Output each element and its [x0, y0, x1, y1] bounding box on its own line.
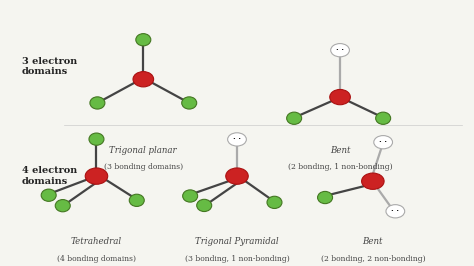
Ellipse shape — [226, 168, 248, 184]
Text: · ·: · · — [392, 208, 399, 214]
Ellipse shape — [136, 34, 151, 46]
Ellipse shape — [331, 44, 349, 57]
Text: (2 bonding, 1 non-bonding): (2 bonding, 1 non-bonding) — [288, 163, 392, 171]
Ellipse shape — [85, 168, 108, 184]
Ellipse shape — [133, 72, 154, 87]
Ellipse shape — [55, 200, 70, 212]
Ellipse shape — [89, 133, 104, 145]
Text: · ·: · · — [336, 47, 344, 53]
Ellipse shape — [182, 190, 198, 202]
Text: (4 bonding domains): (4 bonding domains) — [57, 255, 136, 263]
Text: (3 bonding domains): (3 bonding domains) — [104, 163, 183, 171]
Text: · ·: · · — [233, 136, 241, 142]
Ellipse shape — [129, 194, 144, 206]
Ellipse shape — [90, 97, 105, 109]
Text: 4 electron
domains: 4 electron domains — [21, 167, 77, 186]
Text: Bent: Bent — [330, 146, 350, 155]
Ellipse shape — [362, 173, 384, 189]
Ellipse shape — [267, 196, 282, 209]
Text: Trigonal Pyramidal: Trigonal Pyramidal — [195, 237, 279, 246]
Ellipse shape — [287, 112, 301, 124]
Ellipse shape — [330, 89, 350, 105]
Text: · ·: · · — [379, 139, 387, 145]
Ellipse shape — [197, 199, 212, 211]
Ellipse shape — [41, 189, 56, 201]
Ellipse shape — [182, 97, 197, 109]
Ellipse shape — [318, 192, 333, 204]
Text: Bent: Bent — [363, 237, 383, 246]
Ellipse shape — [374, 136, 392, 149]
Ellipse shape — [386, 205, 405, 218]
Text: (2 bonding, 2 non-bonding): (2 bonding, 2 non-bonding) — [320, 255, 425, 263]
Text: Trigonal planar: Trigonal planar — [109, 146, 177, 155]
Text: Tetrahedral: Tetrahedral — [71, 237, 122, 246]
Text: 3 electron
domains: 3 electron domains — [21, 57, 77, 76]
Ellipse shape — [228, 133, 246, 146]
Ellipse shape — [376, 112, 391, 124]
Text: (3 bonding, 1 non-bonding): (3 bonding, 1 non-bonding) — [185, 255, 289, 263]
